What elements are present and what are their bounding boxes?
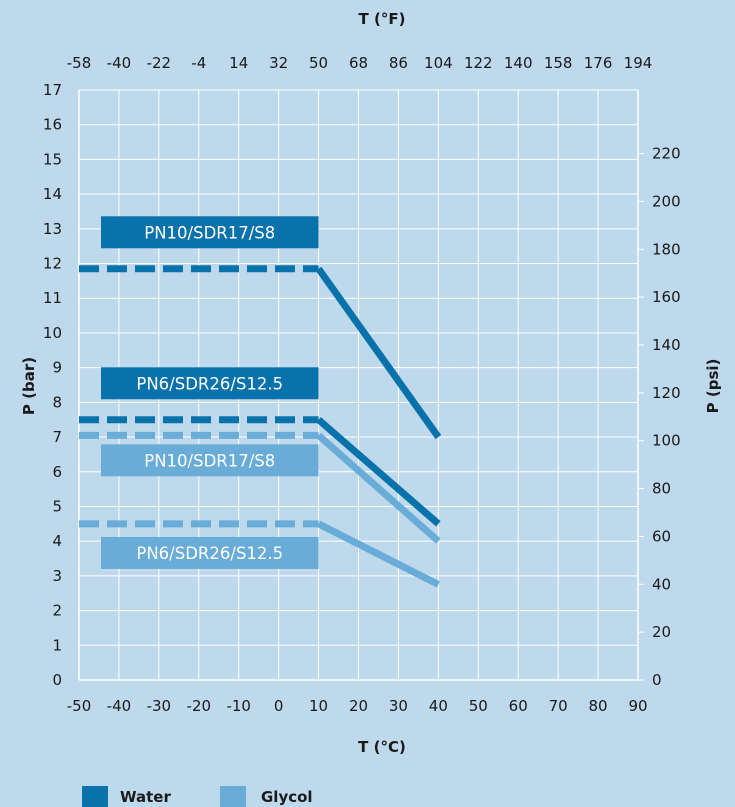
y-tick-label: 14 <box>43 185 62 203</box>
y2-tick-label: 60 <box>652 527 671 545</box>
x2-tick-label: 194 <box>624 54 653 72</box>
x-tick-label: 90 <box>628 697 647 715</box>
series-solid-line <box>316 432 441 544</box>
y2-tick-label: 180 <box>652 240 681 258</box>
series-label: PN10/SDR17/S8 <box>144 451 275 470</box>
y-tick-label: 7 <box>52 428 62 446</box>
y-tick-label: 3 <box>52 567 62 585</box>
series-label-badge <box>101 367 319 400</box>
series-label: PN6/SDR26/S12.5 <box>136 374 283 393</box>
y2-tick-label: 20 <box>652 623 671 641</box>
y-tick-label: 8 <box>52 393 62 411</box>
x2-tick-label: 176 <box>584 54 613 72</box>
y2-tick-label: 100 <box>652 432 681 450</box>
x2-tick-label: -22 <box>147 54 172 72</box>
series-solid-line <box>315 266 442 440</box>
x2-tick-label: 104 <box>424 54 453 72</box>
y-tick-label: 12 <box>43 255 62 273</box>
y2-tick-label: 200 <box>652 192 681 210</box>
series-lines <box>79 265 442 588</box>
x-tick-label: -20 <box>187 697 212 715</box>
x-tick-label: -10 <box>226 697 251 715</box>
series-label: PN10/SDR17/S8 <box>144 223 275 242</box>
axes <box>78 90 644 681</box>
legend: Water Glycol <box>82 786 313 807</box>
x-tick-label: 40 <box>429 697 448 715</box>
x2-tick-label: 86 <box>389 54 408 72</box>
x-tick-label: -30 <box>147 697 172 715</box>
y-tick-label: 13 <box>43 220 62 238</box>
series-solid-line <box>316 417 441 527</box>
series-label-badge <box>101 444 319 477</box>
y-tick-label: 17 <box>43 81 62 99</box>
x-tick-label: 20 <box>349 697 368 715</box>
y2-axis-title: P (psi) <box>704 359 722 414</box>
series-label: PN6/SDR26/S12.5 <box>136 544 283 563</box>
y2-tick-label: 40 <box>652 575 671 593</box>
y2-tick-label: 0 <box>652 671 662 689</box>
y-tick-label: 1 <box>52 636 62 654</box>
x2-axis-title: T (°F) <box>359 10 406 28</box>
y-tick-label: 9 <box>52 359 62 377</box>
series-label-badge <box>101 536 319 569</box>
legend-swatch-glycol <box>220 786 246 807</box>
y-tick-label: 2 <box>52 602 62 620</box>
y2-tick-label: 80 <box>652 480 671 498</box>
x2-tick-label: 68 <box>349 54 368 72</box>
y2-tick-label: 220 <box>652 145 681 163</box>
x2-tick-label: 32 <box>269 54 288 72</box>
series-solid-line <box>316 520 440 588</box>
x-tick-label: 10 <box>309 697 328 715</box>
x-tick-label: 30 <box>389 697 408 715</box>
y-tick-label: 4 <box>52 532 62 550</box>
y-tick-label: 11 <box>43 289 62 307</box>
x-tick-label: 0 <box>274 697 284 715</box>
x-axis-title: T (°C) <box>358 738 406 756</box>
legend-label-glycol: Glycol <box>261 788 313 806</box>
x2-tick-label: 140 <box>504 54 533 72</box>
x2-tick-label: -58 <box>67 54 92 72</box>
x2-tick-label: 14 <box>229 54 248 72</box>
x2-tick-label: -4 <box>191 54 206 72</box>
x2-tick-label: 158 <box>544 54 573 72</box>
x-tick-label: 80 <box>589 697 608 715</box>
y2-tick-label: 140 <box>652 336 681 354</box>
y-tick-label: 6 <box>52 463 62 481</box>
y-tick-label: 0 <box>52 671 62 689</box>
series-label-badge <box>101 216 319 249</box>
x2-tick-label: 122 <box>464 54 493 72</box>
legend-label-water: Water <box>120 788 171 806</box>
legend-swatch-water <box>82 786 108 807</box>
x-tick-label: -50 <box>67 697 92 715</box>
x-tick-label: -40 <box>107 697 132 715</box>
y-tick-label: 5 <box>52 497 62 515</box>
grid <box>78 89 639 681</box>
y-tick-label: 16 <box>43 116 62 134</box>
tick-labels: -50-58-40-40-30-22-20-4-1014032105020683… <box>43 54 681 715</box>
y-tick-label: 15 <box>43 150 62 168</box>
y2-tick-label: 160 <box>652 288 681 306</box>
y-tick-label: 10 <box>43 324 62 342</box>
x-tick-label: 50 <box>469 697 488 715</box>
series-badges: PN10/SDR17/S8 PN6/SDR26/S12.5 PN10/SDR17/S… <box>101 216 319 569</box>
x-tick-label: 60 <box>509 697 528 715</box>
x-tick-label: 70 <box>549 697 568 715</box>
y2-tick-label: 120 <box>652 384 681 402</box>
y-axis-title: P (bar) <box>20 357 38 415</box>
x2-tick-label: 50 <box>309 54 328 72</box>
x2-tick-label: -40 <box>107 54 132 72</box>
